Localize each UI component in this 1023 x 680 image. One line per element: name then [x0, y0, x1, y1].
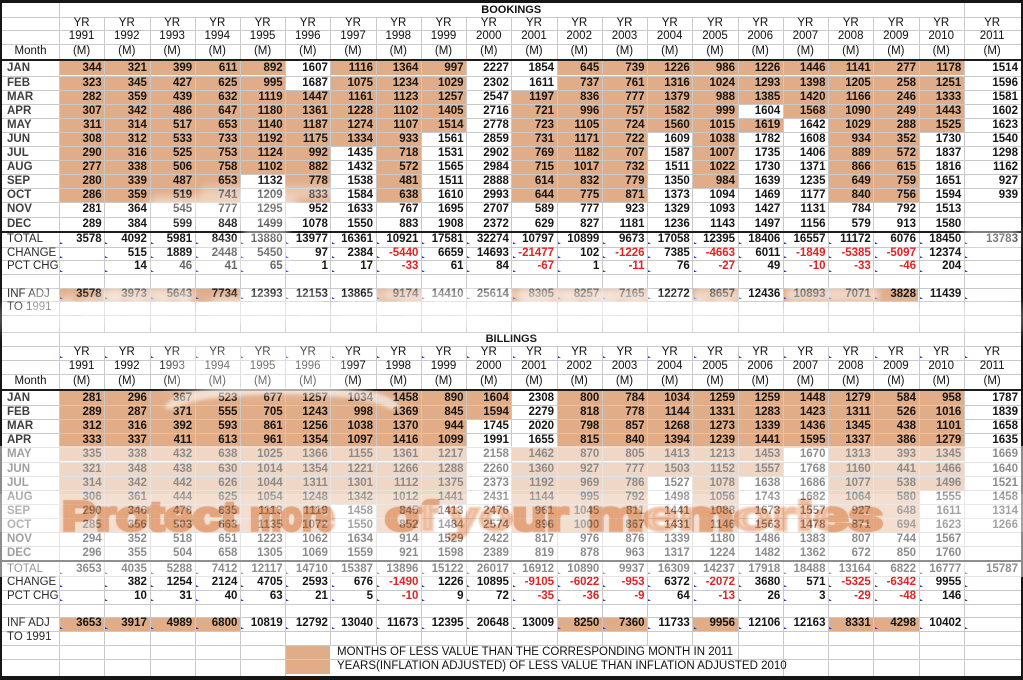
svg-text:of: of: [385, 493, 437, 539]
svg-text:Protect: Protect: [62, 493, 238, 539]
svg-text:more: more: [250, 493, 335, 539]
svg-text:memories: memories: [588, 493, 883, 539]
svg-text:your: your: [448, 493, 568, 539]
